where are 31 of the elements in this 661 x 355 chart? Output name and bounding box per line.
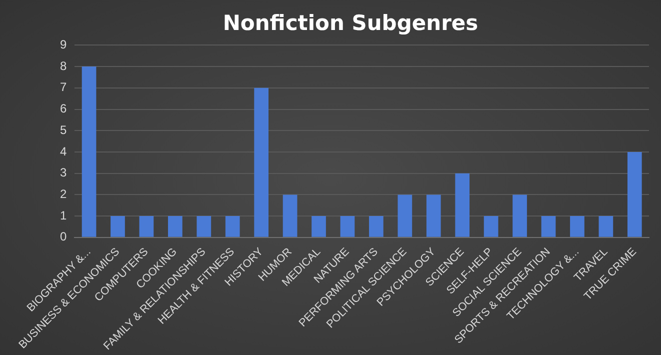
y-tick-label: 9 xyxy=(60,38,67,52)
bar xyxy=(196,216,212,237)
y-tick-label: 6 xyxy=(60,102,67,116)
bar xyxy=(426,194,441,237)
bar xyxy=(82,66,96,237)
bar xyxy=(168,216,182,237)
y-tick-label: 3 xyxy=(60,166,67,180)
y-tick-label: 0 xyxy=(60,230,67,244)
bar xyxy=(282,194,298,237)
bar xyxy=(484,216,498,237)
bar xyxy=(254,88,269,237)
bar xyxy=(369,216,384,237)
bar xyxy=(541,216,556,237)
y-tick-label: 8 xyxy=(60,58,67,73)
y-tick-label: 7 xyxy=(60,80,67,94)
bar xyxy=(110,216,125,237)
chart-title: Nonfiction Subgenres xyxy=(222,11,478,36)
y-tick-label: 4 xyxy=(60,144,67,158)
bar xyxy=(340,216,355,237)
y-tick-label: 5 xyxy=(60,122,67,137)
bar xyxy=(627,152,642,237)
bar xyxy=(455,173,470,237)
bar xyxy=(570,216,584,237)
bar xyxy=(398,194,412,237)
y-tick-label: 1 xyxy=(60,208,67,222)
bar xyxy=(312,216,326,237)
y-tick-label: 2 xyxy=(60,187,67,202)
bar xyxy=(598,216,614,237)
bar xyxy=(139,216,154,237)
bar xyxy=(225,216,240,237)
bar xyxy=(512,194,527,237)
